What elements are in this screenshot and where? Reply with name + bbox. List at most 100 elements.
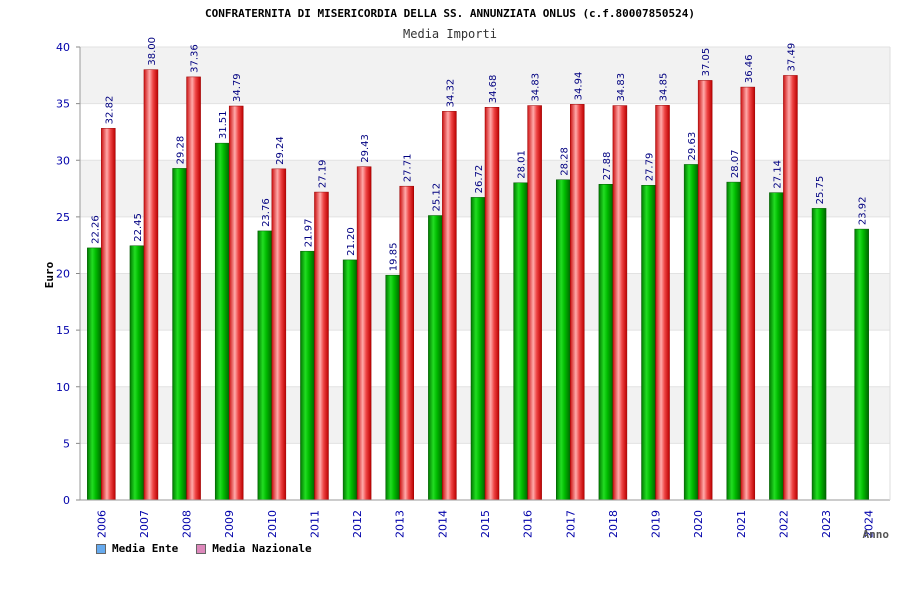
x-tick-label: 2018: [607, 510, 620, 538]
x-tick-label: 2024: [863, 510, 876, 538]
value-label: 34.85: [659, 73, 670, 102]
value-label: 36.46: [744, 54, 755, 83]
x-tick-label: 2017: [564, 510, 577, 538]
value-labels: 22.26 32.82 22.45 38.00 29.28 37.36 31.5134.79…: [90, 37, 868, 271]
y-tick-label: 20: [56, 268, 70, 281]
value-label: 27.88: [602, 152, 613, 181]
bar-ente: [854, 228, 869, 501]
bar-nazionale: [783, 75, 798, 501]
value-label: 28.28: [559, 147, 570, 176]
legend-item-ente: Media Ente: [96, 542, 178, 555]
value-label: 37.36: [190, 44, 201, 73]
value-label: 27.71: [403, 154, 414, 183]
y-tick-labels: 0 5 10 15 20 25 30 35 40: [56, 41, 70, 507]
bar-ente: [214, 142, 230, 501]
x-tick-label: 2016: [522, 510, 535, 538]
legend-item-nazionale: Media Nazionale: [196, 542, 312, 555]
value-label: 34.83: [616, 73, 627, 102]
value-label: 25.75: [815, 176, 826, 205]
value-label: 34.68: [488, 75, 499, 104]
value-label: 29.24: [275, 136, 286, 165]
value-label: 28.07: [730, 149, 741, 178]
bar-ente: [726, 181, 742, 501]
y-tick-label: 40: [56, 41, 70, 54]
x-tick-label: 2021: [735, 510, 748, 538]
x-tick-label: 2008: [181, 510, 194, 538]
bar-ente: [598, 184, 614, 501]
bar-ente: [342, 259, 358, 501]
x-tick-label: 2013: [394, 510, 407, 538]
bar-ente: [172, 168, 187, 501]
bar-ente: [641, 185, 656, 501]
value-label: 32.82: [104, 96, 115, 125]
bar-ente: [300, 250, 315, 501]
legend-swatch-nazionale: [196, 543, 207, 554]
chart-subtitle: Media Importi: [403, 27, 497, 41]
value-label: 29.28: [176, 136, 187, 165]
value-label: 37.49: [786, 43, 797, 72]
value-label: 27.14: [772, 160, 783, 189]
bar-nazionale: [484, 106, 500, 501]
y-tick-label: 30: [56, 154, 70, 167]
value-label: 27.19: [317, 159, 328, 188]
x-tick-label: 2020: [692, 510, 705, 538]
bar-nazionale: [442, 111, 457, 501]
value-label: 29.63: [687, 132, 698, 161]
x-tick-label: 2007: [138, 510, 151, 538]
value-label: 34.94: [573, 72, 584, 101]
x-tick-label: 2019: [650, 510, 663, 538]
value-label: 34.79: [232, 73, 243, 102]
value-label: 29.43: [360, 134, 371, 163]
value-label: 22.45: [133, 213, 144, 242]
legend-label-nazionale: Media Nazionale: [212, 542, 312, 555]
bar-ente: [470, 197, 486, 501]
bar-ente: [87, 247, 102, 501]
bar-ente: [513, 182, 528, 501]
y-tick-label: 0: [63, 494, 70, 507]
bar-nazionale: [314, 191, 329, 501]
axes: [76, 46, 891, 501]
value-label: 21.97: [303, 219, 314, 248]
bar-nazionale: [228, 105, 244, 501]
bars: [87, 69, 869, 501]
value-label: 22.26: [90, 215, 101, 244]
bar-nazionale: [399, 185, 414, 501]
bar-nazionale: [186, 76, 201, 501]
x-tick-label: 2006: [95, 510, 108, 538]
bar-ente: [683, 164, 699, 501]
value-label: 19.85: [389, 243, 400, 272]
x-tick-label: 2010: [266, 510, 279, 538]
y-tick-label: 35: [56, 98, 70, 111]
x-tick-label: 2023: [820, 510, 833, 538]
value-label: 38.00: [147, 37, 158, 66]
bar-nazionale: [356, 166, 372, 501]
x-tick-label: 2022: [777, 510, 790, 538]
bar-nazionale: [527, 105, 542, 501]
grid-band: [80, 47, 890, 104]
y-axis-label: Euro: [43, 261, 56, 288]
bar-ente: [385, 274, 400, 501]
value-label: 23.76: [261, 198, 272, 227]
bar-nazionale: [101, 128, 116, 501]
bar-ente: [129, 245, 145, 501]
bar-ente: [811, 208, 827, 501]
value-label: 31.51: [218, 111, 229, 140]
x-tick-labels: 2006 2007 2008 2009 2010 2011 2012 2013 2014 2015…: [95, 510, 875, 538]
bar-nazionale: [740, 86, 756, 501]
bar-nazionale: [612, 105, 628, 501]
x-tick-label: 2015: [479, 510, 492, 538]
bar-nazionale: [655, 105, 670, 501]
bar-ente: [257, 230, 273, 501]
legend-label-ente: Media Ente: [112, 542, 179, 555]
value-label: 37.05: [701, 48, 712, 77]
bar-ente: [428, 215, 443, 501]
y-tick-label: 10: [56, 381, 70, 394]
x-tick-label: 2014: [436, 510, 449, 538]
value-label: 26.72: [474, 165, 485, 194]
bar-ente: [769, 192, 784, 501]
x-tick-label: 2009: [223, 510, 236, 538]
chart-title: CONFRATERNITA DI MISERICORDIA DELLA SS. …: [205, 7, 695, 20]
y-tick-label: 25: [56, 211, 70, 224]
value-label: 23.92: [858, 196, 869, 225]
